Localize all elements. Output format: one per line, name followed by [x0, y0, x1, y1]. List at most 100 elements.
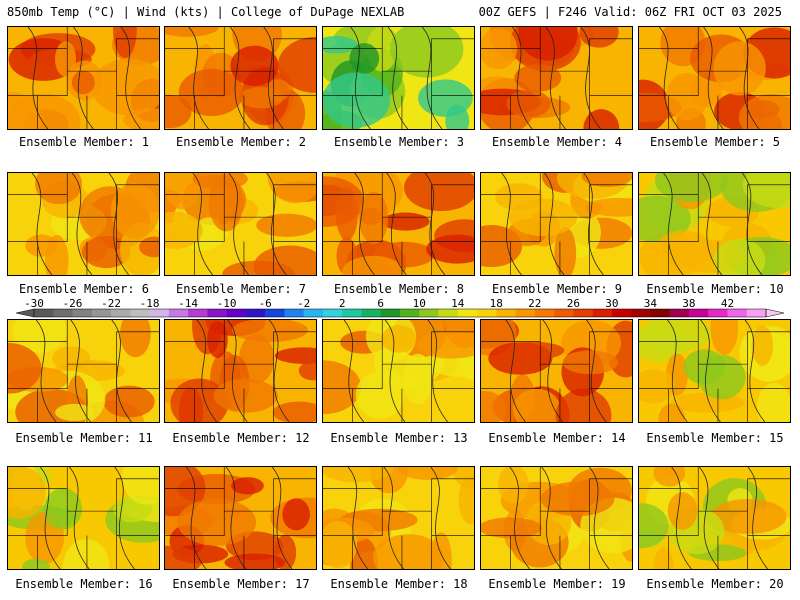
state-border	[431, 38, 474, 72]
temperature-blob	[230, 45, 279, 87]
temperature-field	[481, 467, 632, 569]
temperature-blob	[738, 94, 790, 129]
temperature-blob	[110, 183, 159, 239]
colorbar-segment	[322, 309, 343, 317]
colorbar-segment	[207, 309, 227, 317]
map-panel-member-9	[480, 172, 633, 276]
colorbar-segment	[611, 309, 632, 317]
member-label-16: Ensemble Member: 16	[15, 577, 153, 591]
state-border	[165, 48, 225, 96]
height-contour	[386, 173, 407, 275]
temperature-blob	[177, 498, 257, 546]
height-contour	[544, 173, 565, 275]
height-contour	[71, 173, 93, 275]
temperature-blob	[323, 467, 394, 483]
colorbar-segment	[592, 309, 613, 317]
colorbar-segment	[303, 309, 324, 317]
member-label-6: Ensemble Member: 6	[18, 282, 150, 296]
temperature-blob	[381, 212, 430, 231]
height-contour	[120, 27, 141, 129]
state-border	[116, 331, 159, 365]
height-contour	[703, 27, 724, 129]
colorbar-tick-label: 42	[721, 297, 734, 310]
height-contour	[69, 467, 90, 569]
colorbar-segment	[477, 309, 497, 317]
colorbar-segment	[361, 309, 382, 317]
height-contour	[192, 173, 214, 275]
temperature-blob	[231, 477, 264, 495]
temperature-blob	[495, 183, 543, 211]
colorbar-tick-label: 10	[413, 297, 426, 310]
state-border	[481, 194, 541, 242]
state-border	[639, 48, 699, 96]
height-contour	[225, 467, 247, 569]
map-panel-member-5	[638, 26, 791, 130]
colorbar-tick-label: 38	[682, 297, 695, 310]
temperature-blob	[667, 492, 698, 530]
colorbar-segment	[380, 309, 401, 317]
state-border	[481, 341, 541, 389]
temperature-blob	[43, 487, 83, 530]
temperature-blob	[55, 403, 94, 422]
temperature-blob	[298, 360, 316, 381]
map-panel-member-16	[7, 466, 160, 570]
temperature-blob	[418, 79, 473, 117]
temperature-blob	[120, 320, 151, 358]
temperature-blob	[165, 173, 201, 210]
state-border	[165, 488, 225, 536]
temperature-blob	[398, 467, 458, 480]
colorbar-tick-label: 18	[490, 297, 503, 310]
colorbar-segment	[457, 309, 478, 317]
height-contour	[31, 173, 53, 275]
height-contour	[659, 27, 680, 129]
member-label-18: Ensemble Member: 18	[330, 577, 468, 591]
colorbar-tick-label: 26	[567, 297, 580, 310]
state-border	[273, 331, 316, 365]
temperature-blob	[165, 545, 202, 569]
state-border	[639, 341, 699, 389]
temperature-blob	[349, 43, 380, 74]
temperature-blob	[404, 173, 474, 212]
temperature-field	[481, 27, 632, 129]
height-contour	[699, 467, 720, 569]
temperature-blob	[35, 173, 82, 205]
member-label-4: Ensemble Member: 4	[491, 135, 623, 149]
colorbar-segment	[496, 309, 516, 317]
temperature-blob	[323, 520, 358, 569]
state-border	[481, 173, 541, 195]
state-border	[639, 173, 699, 195]
state-border	[116, 38, 159, 72]
temperature-blob	[506, 89, 551, 118]
temperature-blob	[653, 467, 686, 487]
colorbar-segment	[438, 309, 459, 317]
height-contour	[545, 27, 566, 129]
height-contour	[421, 27, 443, 129]
state-border	[481, 488, 541, 536]
colorbar-tick-label: -6	[259, 297, 272, 310]
state-border	[273, 478, 316, 512]
member-label-14: Ensemble Member: 14	[488, 431, 626, 445]
state-border	[431, 331, 474, 365]
height-contour	[229, 27, 251, 129]
temperature-blob	[91, 58, 159, 116]
map-panel-member-18	[322, 466, 475, 570]
state-border	[747, 331, 790, 365]
height-contour	[384, 320, 406, 422]
temperature-blob	[122, 467, 159, 505]
valid-time: 00Z GEFS | F246 Valid: 06Z FRI OCT 03 20…	[478, 5, 782, 19]
colorbar-segment	[130, 309, 150, 317]
state-border	[639, 488, 699, 536]
height-contour	[512, 27, 533, 129]
height-contour	[663, 173, 684, 275]
height-contour	[424, 173, 446, 275]
colorbar-segment	[342, 309, 362, 317]
temperature-blob	[323, 36, 358, 54]
temperature-blob	[481, 517, 542, 539]
temperature-blob	[12, 320, 67, 353]
temperature-field	[165, 320, 316, 422]
temperature-blob	[113, 27, 137, 58]
colorbar-segment	[727, 309, 748, 317]
colorbar-segment	[708, 309, 728, 317]
temperature-blob	[165, 27, 219, 37]
state-border	[431, 478, 474, 512]
